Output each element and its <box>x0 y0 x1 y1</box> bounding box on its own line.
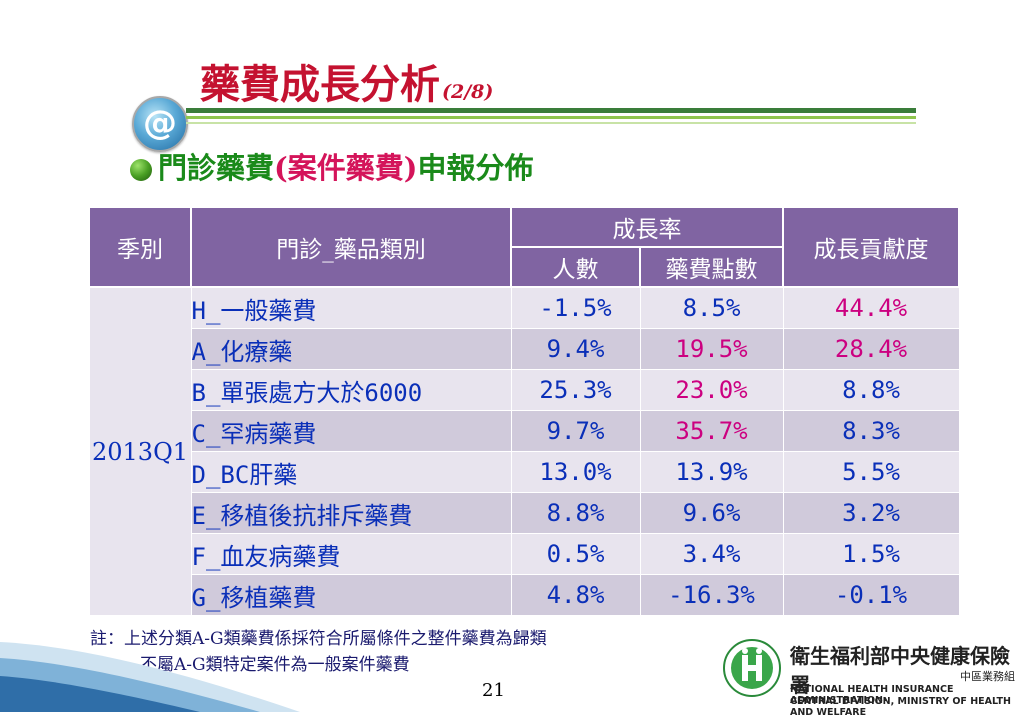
category-cell: A_化療藥 <box>190 328 512 370</box>
category-cell: B_單張處方大於6000 <box>190 369 512 411</box>
page-number: 21 <box>482 680 505 701</box>
header-category: 門診_藥品類別 <box>190 206 512 288</box>
category-cell: F_血友病藥費 <box>190 533 512 575</box>
table-row: B_單張處方大於6000 25.3% 23.0% 8.8% <box>89 369 960 411</box>
nhi-logo-icon <box>723 639 781 697</box>
points-cell: -16.3% <box>639 574 784 616</box>
season-cell: 2013Q1 <box>88 286 192 616</box>
footnote-line-1: 註：上述分類A-G類藥費係採符合所屬條件之整件藥費為歸類 <box>90 629 547 649</box>
org-english-line-1: NATIONAL HEALTH INSURANCE ADMINISTRATION… <box>790 684 954 706</box>
divider-line <box>186 116 916 119</box>
table-row: F_血友病藥費 0.5% 3.4% 1.5% <box>89 533 960 575</box>
decorative-wave <box>0 642 300 712</box>
points-cell: 13.9% <box>639 451 784 493</box>
table-row: 2013Q1 H_一般藥費 -1.5% 8.5% 44.4% <box>88 286 960 616</box>
points-cell: 3.4% <box>639 533 784 575</box>
people-cell: 8.8% <box>510 492 641 534</box>
contribution-cell: 3.2% <box>782 492 960 534</box>
header-contribution: 成長貢獻度 <box>782 206 960 288</box>
points-cell: 8.5% <box>639 286 784 329</box>
table-row: A_化療藥 9.4% 19.5% 28.4% <box>89 328 960 370</box>
people-cell: 4.8% <box>510 574 641 616</box>
slide-title-text: 藥費成長分析 <box>200 61 440 108</box>
people-cell: 9.7% <box>510 410 641 452</box>
contribution-cell: 1.5% <box>782 533 960 575</box>
slide-title-suffix: (2/8) <box>442 81 494 103</box>
drug-cost-table: 季別 門診_藥品類別 成長率 成長貢獻度 人數 藥費點數 2013Q1 H_一般… <box>88 206 960 616</box>
points-cell: 9.6% <box>639 492 784 534</box>
contribution-cell: 28.4% <box>782 328 960 370</box>
table-row: G_移植藥費 4.8% -16.3% -0.1% <box>89 574 960 616</box>
contribution-cell: 8.3% <box>782 410 960 452</box>
people-cell: 25.3% <box>510 369 641 411</box>
header-people: 人數 <box>510 246 641 288</box>
contribution-cell: 8.8% <box>782 369 960 411</box>
category-cell: C_罕病藥費 <box>190 410 512 452</box>
category-cell: G_移植藥費 <box>190 574 512 616</box>
org-name: 衛生福利部中央健康保險署 <box>790 644 1010 697</box>
subtitle-part-b: (案件藥費) <box>274 151 418 185</box>
table-row: D_BC肝藥 13.0% 13.9% 5.5% <box>89 451 960 493</box>
footnote-line-2: 不屬A-G類特定案件為一般案件藥費 <box>140 655 410 675</box>
divider-line <box>186 122 916 124</box>
header-growth: 成長率 <box>510 206 784 248</box>
contribution-cell: 44.4% <box>782 286 960 329</box>
footnote: 註：上述分類A-G類藥費係採符合所屬條件之整件藥費為歸類 不屬A-G類特定案件為… <box>90 626 547 678</box>
category-cell: D_BC肝藥 <box>190 451 512 493</box>
points-cell: 23.0% <box>639 369 784 411</box>
divider-line <box>186 108 916 113</box>
header-points: 藥費點數 <box>639 246 784 288</box>
slide-title: 藥費成長分析 (2/8) <box>200 52 493 110</box>
at-icon: @ <box>132 96 188 152</box>
contribution-cell: -0.1% <box>782 574 960 616</box>
people-cell: 13.0% <box>510 451 641 493</box>
subtitle-part-c: 申報分佈 <box>417 151 534 185</box>
people-cell: 9.4% <box>510 328 641 370</box>
table-row: E_移植後抗排斥藥費 8.8% 9.6% 3.2% <box>89 492 960 534</box>
people-cell: -1.5% <box>510 286 641 329</box>
people-cell: 0.5% <box>510 533 641 575</box>
org-division: 中區業務組 <box>960 670 1015 683</box>
header-season: 季別 <box>88 206 192 288</box>
category-cell: H_一般藥費 <box>190 286 512 329</box>
contribution-cell: 5.5% <box>782 451 960 493</box>
table-row: C_罕病藥費 9.7% 35.7% 8.3% <box>89 410 960 452</box>
green-bullet-icon <box>130 159 152 181</box>
category-cell: E_移植後抗排斥藥費 <box>190 492 512 534</box>
section-subtitle: 門診藥費(案件藥費)申報分佈 <box>130 145 533 187</box>
points-cell: 19.5% <box>639 328 784 370</box>
org-english-line-2: CENTRAL DIVISION, MINISTRY OF HEALTH AND… <box>790 696 1011 718</box>
points-cell: 35.7% <box>639 410 784 452</box>
subtitle-part-a: 門診藥費 <box>158 151 275 185</box>
